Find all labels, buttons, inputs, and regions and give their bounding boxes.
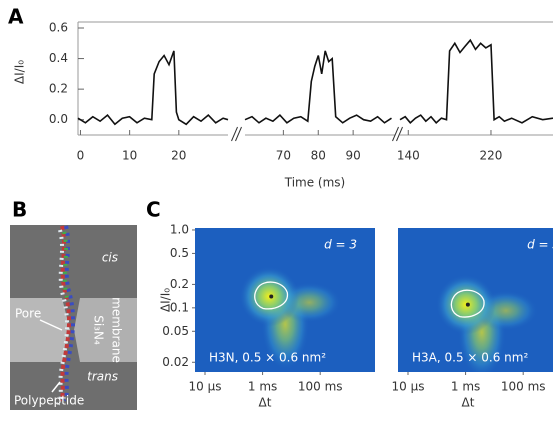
- y-axis-label: ΔI/I₀: [159, 288, 173, 312]
- pore-diagram: [10, 225, 137, 410]
- x-tick-label: 10 µs: [391, 380, 424, 394]
- cis-label: cis: [102, 251, 118, 265]
- x-tick-label: 100 ms: [298, 380, 343, 394]
- heatmap: d = 3 H3A, 0.5 × 0.6 nm²: [398, 228, 553, 372]
- y-tick-label: 0.6: [49, 21, 68, 35]
- x-tick-label: 1 ms: [451, 380, 480, 394]
- y-tick-label: 1.0: [170, 222, 189, 236]
- membrane-right: [74, 298, 137, 362]
- x-tick-label: 100 ms: [501, 380, 546, 394]
- annotation: d = 3: [324, 238, 357, 252]
- contour: [254, 281, 288, 310]
- axis-break: [392, 126, 399, 142]
- polypeptide-chain: [56, 225, 76, 406]
- trace: [399, 38, 553, 124]
- pore-label: Pore: [15, 307, 41, 321]
- y-tick-label: 0.1: [170, 300, 189, 314]
- y-tick-label: 0.05: [162, 324, 189, 338]
- axis-break: [235, 126, 242, 142]
- x-tick-label: 80: [311, 149, 326, 163]
- x-tick-label: 1 ms: [248, 380, 277, 394]
- y-tick-label: 0.02: [162, 355, 189, 369]
- panel-label: B: [12, 198, 27, 222]
- x-tick-label: 140: [397, 149, 420, 163]
- trace: [77, 50, 229, 126]
- membrane-left: [10, 298, 70, 362]
- membrane-label: membrane: [110, 297, 124, 363]
- x-tick-label: 90: [345, 149, 360, 163]
- peak: [269, 294, 274, 299]
- heatmap: d = 3 H3N, 0.5 × 0.6 nm²: [195, 228, 375, 372]
- panel-label: C: [146, 198, 161, 222]
- x-tick-label: 10 µs: [188, 380, 221, 394]
- x-tick-label: 10: [122, 149, 137, 163]
- peak: [465, 302, 470, 307]
- annotation: d = 3: [527, 238, 553, 252]
- x-axis-label: Δt: [462, 396, 475, 410]
- x-axis-label: Time (ms): [284, 176, 346, 190]
- trace: [244, 50, 392, 124]
- x-tick-label: 20: [171, 149, 186, 163]
- x-axis-label: Δt: [259, 396, 272, 410]
- caption: H3N, 0.5 × 0.6 nm²: [209, 351, 326, 365]
- y-tick-label: 0.2: [170, 277, 189, 291]
- x-tick-label: 0: [77, 149, 85, 163]
- y-tick-label: 0.4: [49, 51, 68, 65]
- axis-break: [396, 126, 403, 142]
- axis-break: [231, 126, 238, 142]
- y-tick-label: 0.5: [170, 246, 189, 260]
- y-tick-label: 0.0: [49, 112, 68, 126]
- y-tick-label: 0.2: [49, 82, 68, 96]
- trans-label: trans: [87, 370, 118, 384]
- x-tick-label: 220: [480, 149, 503, 163]
- contour: [450, 289, 485, 318]
- caption: H3A, 0.5 × 0.6 nm²: [412, 351, 528, 365]
- polypeptide-label: Polypeptide: [14, 394, 84, 408]
- x-tick-label: 70: [276, 149, 291, 163]
- panel-label: A: [8, 5, 24, 29]
- y-axis-label: ΔI/I₀: [13, 60, 27, 84]
- material-label: Si₃N₄: [92, 315, 106, 345]
